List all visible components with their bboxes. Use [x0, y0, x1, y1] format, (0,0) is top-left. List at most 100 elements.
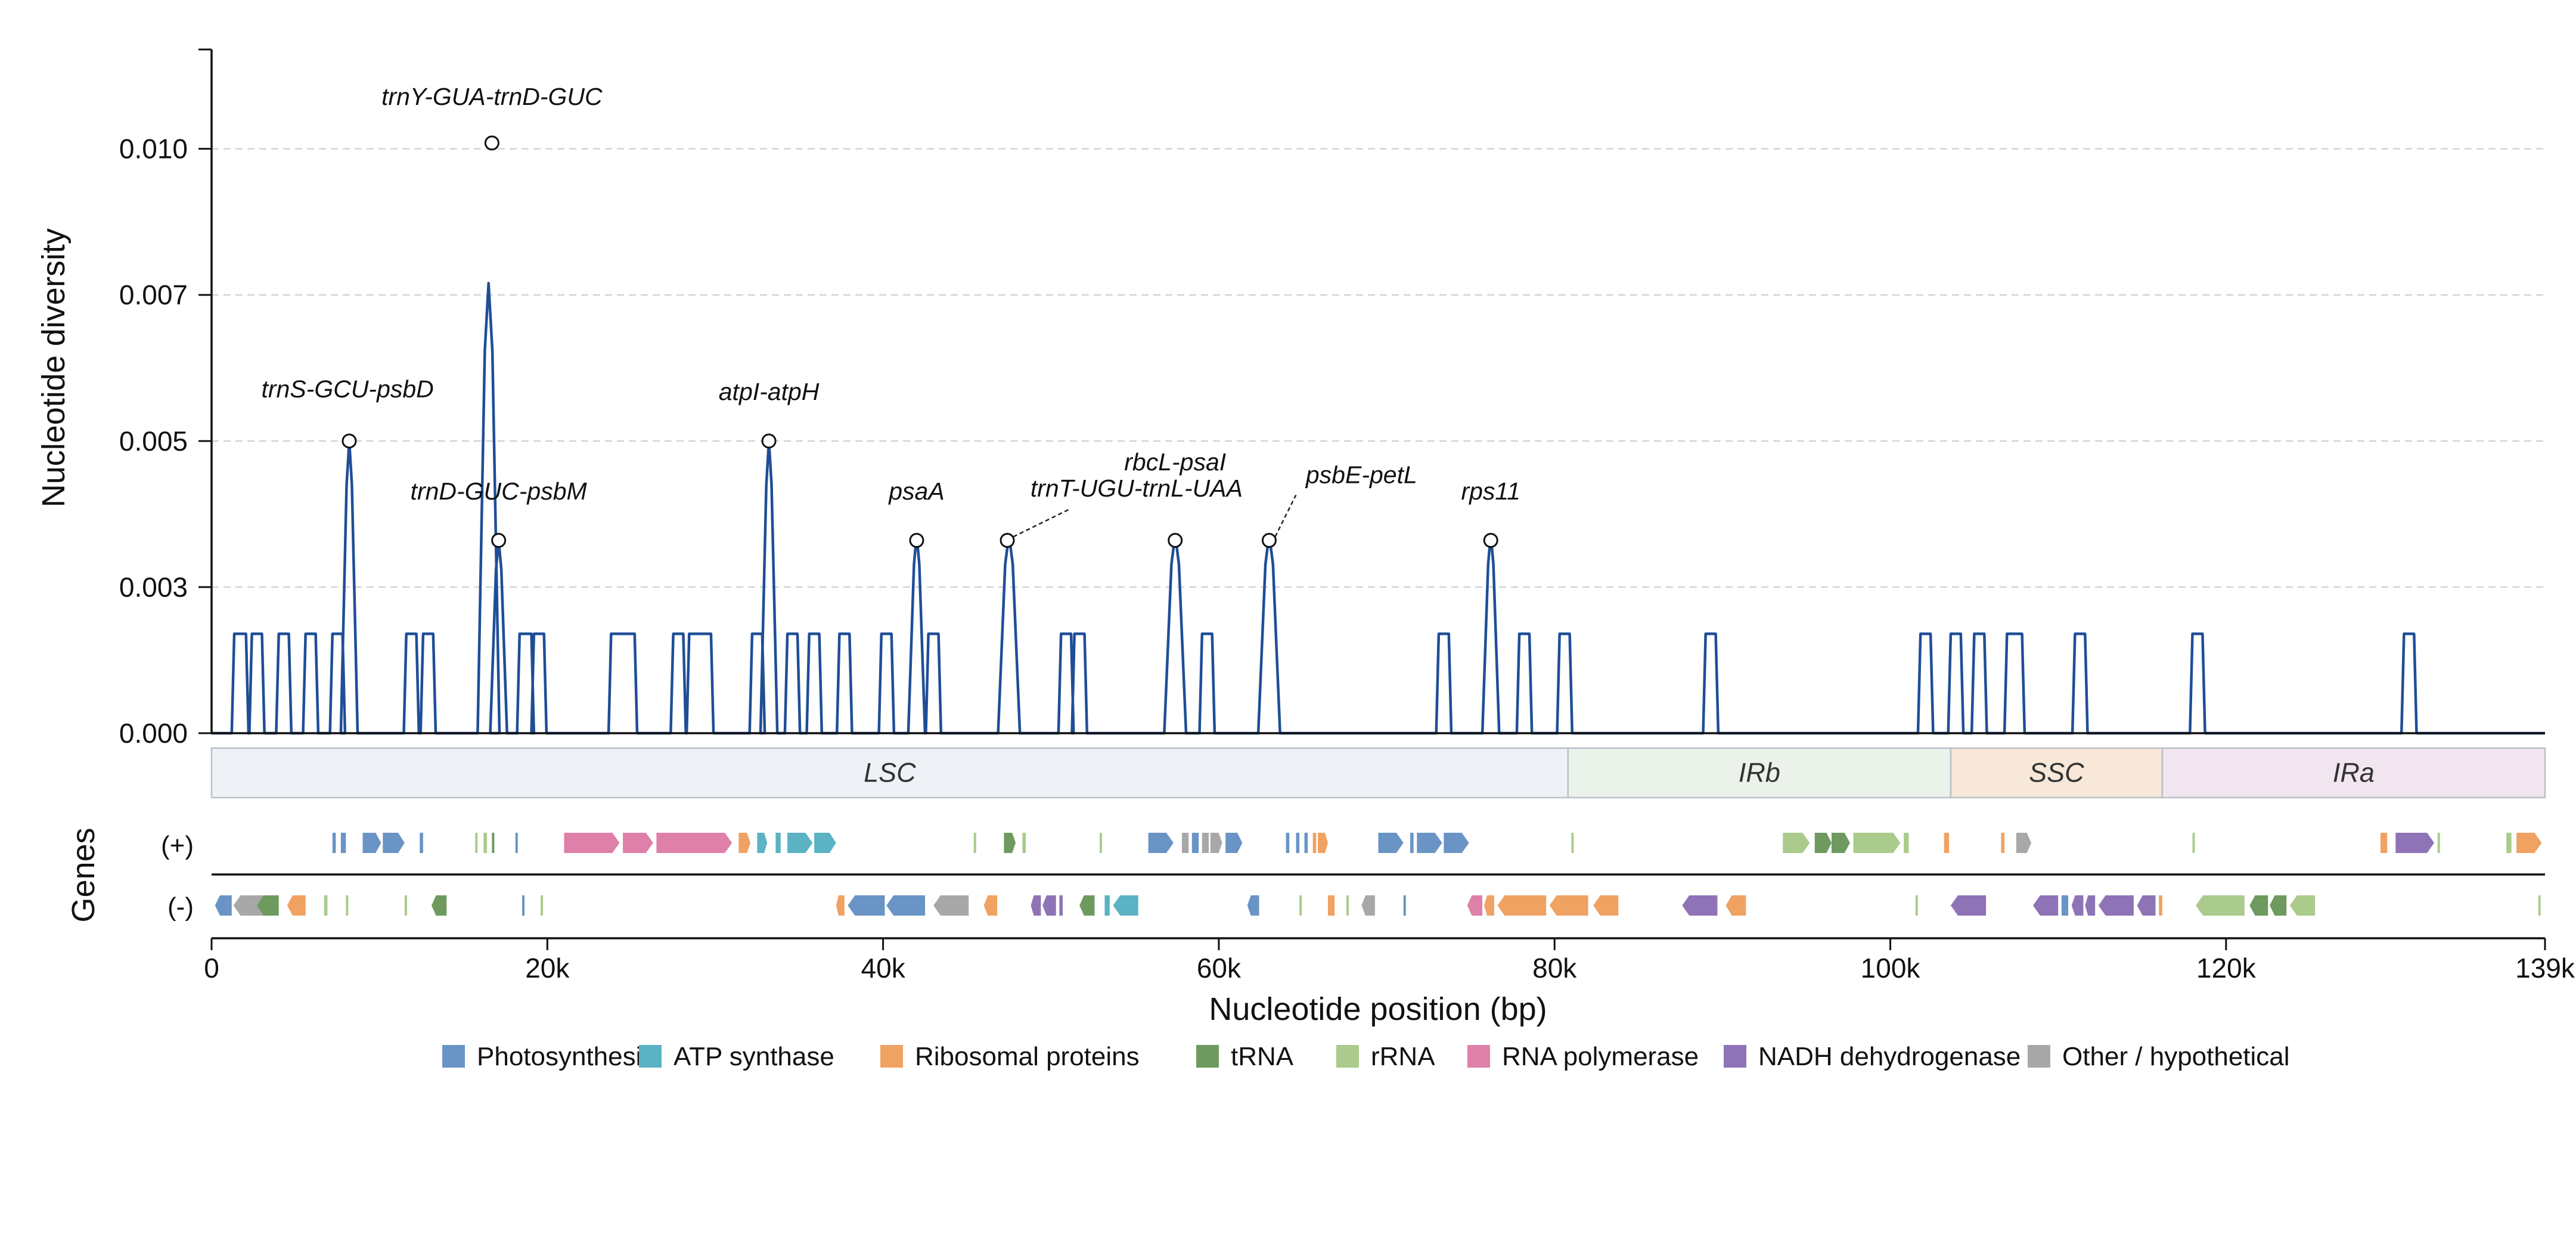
gene-feature — [2032, 895, 2059, 916]
peak-label: psbE-petL — [1305, 461, 1417, 488]
gene-feature — [1031, 895, 1041, 916]
peak-marker — [1483, 532, 1498, 548]
gene-track — [212, 833, 2545, 916]
gene-feature — [1318, 833, 1329, 853]
plus-strand-label: (+) — [161, 831, 194, 860]
gene-feature — [1915, 895, 1918, 916]
gene-feature — [1312, 833, 1317, 853]
legend-swatch — [442, 1045, 465, 1068]
gene-feature — [1853, 833, 1901, 853]
peak-marker — [1261, 532, 1277, 548]
gene-feature — [2098, 895, 2134, 916]
gene-feature — [1444, 833, 1469, 853]
gene-feature — [738, 833, 751, 853]
gene-feature — [1148, 833, 1174, 853]
gene-feature — [1571, 833, 1574, 853]
peak-label: rps11 — [1461, 477, 1520, 505]
x-tick-label: 139k — [2515, 953, 2575, 984]
legend-label: Ribosomal proteins — [915, 1042, 1140, 1071]
gene-feature — [1286, 833, 1290, 853]
gene-feature — [1783, 833, 1810, 853]
gene-feature — [2001, 833, 2005, 853]
gene-feature — [541, 895, 544, 916]
gene-feature — [656, 833, 733, 853]
gene-feature — [515, 833, 518, 853]
gene-feature — [1210, 833, 1222, 853]
gene-feature — [1296, 833, 1300, 853]
gene-feature — [1483, 895, 1494, 916]
gene-feature — [564, 833, 620, 853]
gene-feature — [2516, 833, 2542, 853]
gene-feature — [522, 895, 525, 916]
gene-feature — [1378, 833, 1404, 853]
gene-feature — [2085, 895, 2096, 916]
gene-feature — [836, 895, 845, 916]
gene-feature — [1113, 895, 1138, 916]
gene-feature — [1497, 895, 1547, 916]
peak-marker — [491, 532, 507, 548]
gene-feature — [973, 833, 976, 853]
region-label: SSC — [2029, 758, 2084, 788]
legend-label: tRNA — [1231, 1042, 1294, 1071]
gene-feature — [2506, 833, 2512, 853]
minus-strand-label: (-) — [167, 892, 194, 922]
peak-label: psaA — [887, 477, 944, 505]
gene-feature — [1181, 833, 1189, 853]
gene-feature — [1950, 895, 1987, 916]
x-tick-label: 60k — [1197, 953, 1242, 984]
gene-feature — [1059, 895, 1063, 916]
peak-marker — [342, 433, 357, 449]
genes-axis-title: Genes — [66, 827, 101, 922]
gene-feature — [1725, 895, 1746, 916]
y-axis-title: Nucleotide diversity — [36, 228, 72, 507]
peak-marker — [761, 433, 777, 449]
gene-feature — [1549, 895, 1588, 916]
x-tick-label: 20k — [525, 953, 570, 984]
grid-lines — [212, 148, 2545, 588]
gene-feature — [787, 833, 813, 853]
x-tick-label: 100k — [1861, 953, 1921, 984]
gene-feature — [2380, 833, 2388, 853]
gene-feature — [2016, 833, 2032, 853]
gene-feature — [886, 895, 926, 916]
legend: Photosynthesis ATP synthase Ribosomal prot… — [442, 1042, 2290, 1071]
legend-label: rRNA — [1371, 1042, 1435, 1071]
peak-annotations: trnS-GCU-psbD trnY-GUA-trnD-GUC trnD-GUC-p… — [261, 83, 1520, 548]
y-tick-label: 0.000 — [119, 718, 188, 749]
gene-feature — [1361, 895, 1375, 916]
diversity-line — [212, 281, 2545, 735]
gene-feature — [2192, 833, 2195, 853]
peak-marker — [1000, 532, 1015, 548]
gene-feature — [2270, 895, 2287, 916]
gene-feature — [2071, 895, 2084, 916]
gene-feature — [2137, 895, 2156, 916]
gene-feature — [1682, 895, 1718, 916]
gene-feature — [1004, 833, 1016, 853]
region-irb — [1567, 747, 1952, 799]
legend-label: ATP synthase — [674, 1042, 834, 1071]
gene-feature — [2395, 833, 2435, 853]
gene-feature — [1831, 833, 1850, 853]
x-tick-label: 40k — [861, 953, 906, 984]
gene-feature — [1099, 833, 1102, 853]
gene-feature — [483, 833, 487, 853]
gene-feature — [1417, 833, 1442, 853]
annotation-leader — [1274, 494, 1297, 538]
gene-feature — [1299, 895, 1302, 916]
x-axis-title: Nucleotide position (bp) — [1209, 991, 1547, 1027]
gene-feature — [475, 833, 478, 853]
gene-feature — [848, 895, 885, 916]
legend-swatch — [1724, 1045, 1746, 1068]
gene-feature — [492, 833, 495, 853]
x-tick-label: 120k — [2196, 953, 2257, 984]
diversity-line-layer — [212, 281, 2545, 735]
gene-feature — [287, 895, 306, 916]
peak-marker — [484, 135, 499, 151]
gene-feature — [340, 833, 346, 853]
legend-swatch — [2028, 1045, 2050, 1068]
gene-feature — [1104, 895, 1110, 916]
x-tick-label: 80k — [1532, 953, 1577, 984]
y-tick-label: 0.007 — [119, 280, 188, 311]
peak-label: rbcL-psaI — [1124, 448, 1226, 476]
